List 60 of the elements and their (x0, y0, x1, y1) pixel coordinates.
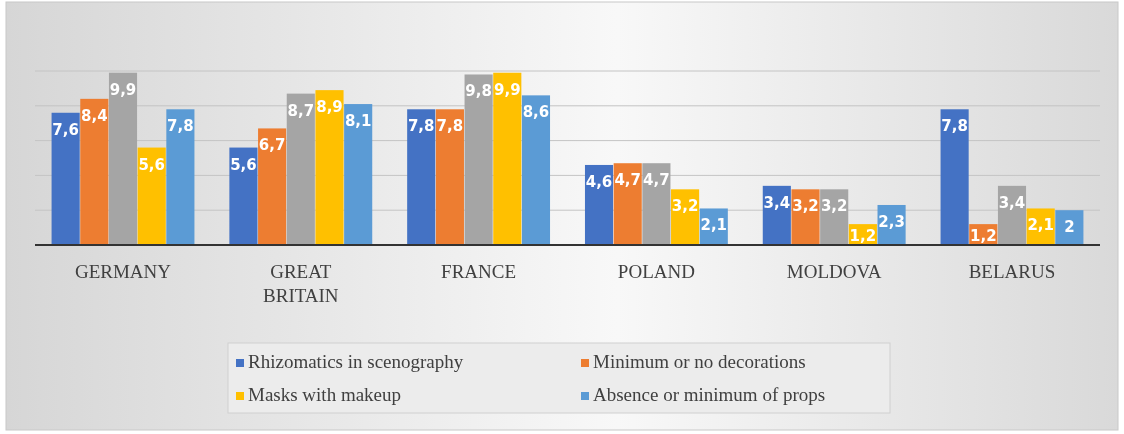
data-label: 1,2 (849, 227, 877, 245)
bar (613, 163, 642, 245)
data-label: 8,7 (287, 101, 315, 120)
bar (229, 147, 258, 245)
data-label: 8,6 (522, 103, 550, 122)
data-label: 3,2 (671, 197, 699, 216)
data-label: 8,9 (316, 98, 343, 117)
bar (464, 74, 493, 245)
bar (166, 109, 195, 245)
data-label: 1,2 (970, 227, 997, 245)
data-label: 2,3 (878, 212, 905, 231)
x-tick-label: GREAT BRITAIN (263, 261, 339, 306)
data-label: 4,6 (585, 172, 613, 191)
data-label: 2,1 (700, 216, 728, 235)
x-tick-label: MOLDOVA (786, 261, 882, 282)
bar (642, 163, 671, 245)
legend-label: Rhizomatics in scenography (248, 351, 464, 372)
bar (51, 112, 80, 245)
bar (286, 93, 315, 245)
data-label: 8,1 (344, 112, 372, 131)
bar (80, 98, 109, 245)
data-label: 7,8 (167, 117, 194, 136)
data-label: 2 (1064, 218, 1075, 237)
x-tick-label: GERMANY (74, 261, 172, 282)
bar (435, 109, 464, 245)
data-label: 5,6 (230, 155, 257, 174)
data-label: 3,4 (998, 193, 1026, 212)
data-label: 3,2 (792, 197, 819, 216)
data-label: 7,8 (407, 117, 435, 136)
data-label: 3,2 (820, 197, 848, 216)
data-label: 4,7 (643, 171, 670, 190)
data-label: 7,8 (436, 117, 464, 136)
bar (791, 189, 820, 245)
data-label: 5,6 (138, 155, 165, 174)
data-label: 9,8 (465, 82, 492, 101)
data-label: 9,9 (109, 80, 137, 99)
x-tick-label: FRANCE (441, 261, 517, 282)
data-label: 9,9 (494, 80, 521, 99)
x-tick-label: POLAND (617, 261, 695, 282)
data-label: 2,1 (1027, 216, 1054, 235)
bar (940, 109, 969, 245)
bar (258, 128, 287, 245)
legend-label: Minimum or no decorations (593, 351, 806, 372)
data-label: 6,7 (258, 136, 286, 155)
x-tick-label: BELARUS (968, 261, 1056, 282)
bar (108, 72, 138, 245)
bar (344, 104, 373, 245)
data-label: 3,4 (763, 193, 791, 212)
bar (521, 95, 551, 245)
bar (584, 164, 614, 245)
data-label: 7,8 (941, 117, 968, 136)
bar (407, 109, 436, 245)
legend-label: Absence or minimum of props (593, 384, 826, 405)
data-label: 7,6 (52, 120, 79, 139)
bar (315, 90, 344, 245)
bar (493, 72, 522, 245)
legend-label: Masks with makeup (248, 384, 402, 405)
data-label: 4,7 (614, 171, 641, 190)
data-label: 8,4 (81, 106, 108, 125)
bar (137, 147, 166, 245)
